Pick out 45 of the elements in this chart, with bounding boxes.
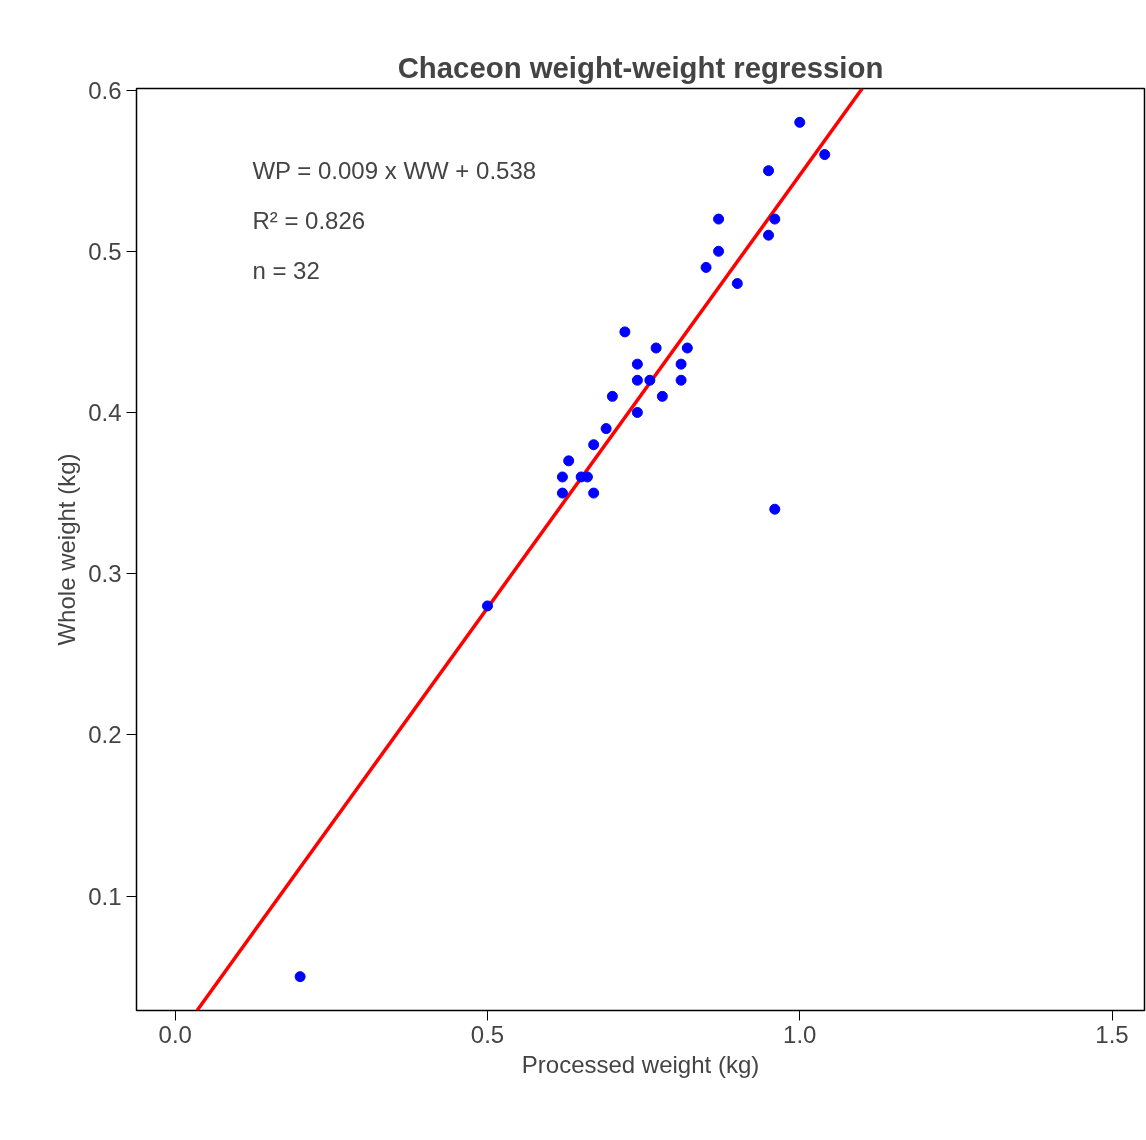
point [588,487,600,499]
point [769,213,781,225]
point [794,116,806,128]
point [644,374,656,386]
point [763,229,775,241]
point [631,358,643,370]
point [563,455,575,467]
point [588,439,600,451]
y-axis-title: Whole weight (kg) [53,453,81,646]
point [556,487,568,499]
chart-title: Chaceon weight-weight regression [397,50,884,84]
point [713,213,725,225]
point [650,342,662,354]
point [556,471,568,483]
y-tick-label: 0.6 [88,76,122,104]
x-tick-label: 0.5 [470,1020,505,1048]
point [763,165,775,177]
y-tick-label: 0.4 [88,398,122,426]
point [656,390,668,402]
point [606,390,618,402]
point [294,971,306,983]
y-tick-label: 0.2 [88,721,122,749]
point [600,423,612,435]
point [481,600,493,612]
annotation: WP = 0.009 x WW + 0.538 [252,157,537,185]
annotation: n = 32 [252,256,320,284]
x-tick-label: 1.0 [783,1020,817,1048]
annotation: R² = 0.826 [252,206,366,234]
point [713,245,725,257]
y-tick-label: 0.1 [88,882,122,910]
point [631,407,643,418]
x-tick-label: 0.0 [158,1020,192,1048]
point [681,342,693,354]
point [631,374,643,386]
y-tick-label: 0.3 [88,560,122,588]
x-axis-title: Processed weight (kg) [521,1050,760,1078]
point [731,278,743,290]
y-tick-label: 0.5 [88,237,122,265]
point [819,149,831,161]
point [619,326,631,338]
point [675,358,687,370]
point [769,503,781,515]
point [675,374,687,386]
point [700,261,712,273]
x-tick-label: 1.5 [1095,1020,1129,1048]
